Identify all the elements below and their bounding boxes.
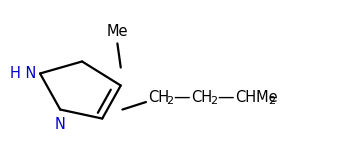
- Text: CH: CH: [148, 90, 169, 105]
- Text: H N: H N: [10, 66, 36, 81]
- Text: 2: 2: [210, 96, 217, 106]
- Text: CHMe: CHMe: [235, 90, 278, 105]
- Text: Me: Me: [107, 24, 128, 39]
- Text: 2: 2: [166, 96, 174, 106]
- Text: CH: CH: [191, 90, 213, 105]
- Text: —: —: [174, 88, 190, 106]
- Text: —: —: [217, 88, 234, 106]
- Text: N: N: [55, 117, 66, 132]
- Text: 2: 2: [268, 96, 275, 106]
